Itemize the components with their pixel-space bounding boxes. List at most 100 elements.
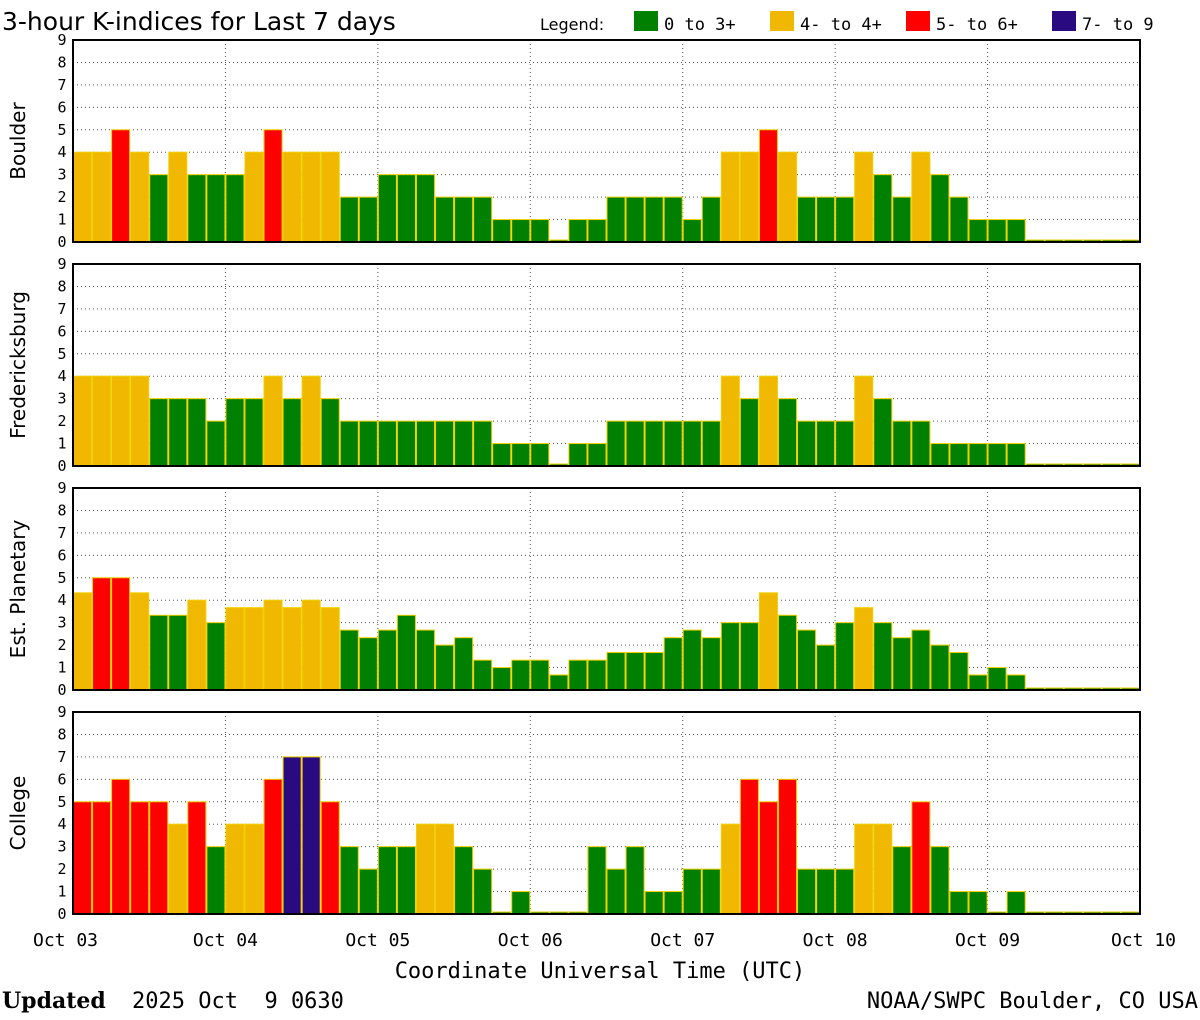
panel-label: Boulder: [6, 102, 30, 180]
bar: [130, 151, 150, 243]
bar: [511, 219, 531, 243]
bar: [1006, 674, 1026, 691]
bar: [987, 219, 1007, 243]
bar: [473, 659, 493, 691]
bar: [358, 420, 378, 467]
bar: [568, 443, 588, 467]
bar: [492, 667, 512, 691]
bar: [777, 151, 798, 243]
bar: [587, 443, 607, 467]
bar: [511, 659, 531, 691]
updated-value: 2025 Oct 9 0630: [132, 989, 344, 1014]
y-tick-label: 6: [57, 546, 66, 564]
bar: [92, 151, 112, 243]
bar: [473, 420, 493, 467]
bar: [130, 375, 150, 467]
bar: [701, 868, 721, 915]
bar: [701, 196, 721, 243]
bar: [415, 823, 436, 915]
bar: [968, 891, 988, 915]
bar: [873, 398, 893, 467]
legend-swatch: [770, 11, 794, 31]
y-tick-label: 9: [57, 31, 66, 49]
bar: [987, 443, 1007, 467]
bar: [168, 151, 188, 243]
bar: [473, 196, 493, 243]
bar: [949, 652, 969, 691]
bar: [263, 375, 283, 467]
bar: [282, 151, 302, 243]
bar: [797, 629, 817, 691]
bar: [206, 622, 226, 691]
y-tick-label: 9: [57, 703, 66, 721]
y-tick-label: 1: [57, 883, 66, 901]
bar: [968, 219, 988, 243]
bar: [777, 778, 798, 915]
bar: [187, 801, 207, 915]
panel-frame: [72, 487, 1141, 691]
bar: [111, 577, 131, 691]
bar: [320, 801, 340, 915]
bar: [949, 443, 969, 467]
bar: [835, 420, 855, 467]
bar: [873, 174, 893, 243]
y-tick-label: 8: [57, 725, 66, 743]
bar: [892, 637, 912, 691]
x-tick-label: Oct 05: [345, 930, 410, 951]
bar: [758, 592, 778, 691]
bar: [377, 629, 397, 691]
bar: [587, 846, 607, 915]
bar: [282, 607, 302, 691]
bar: [244, 823, 264, 915]
bar: [320, 607, 340, 691]
bar: [720, 823, 740, 915]
bar: [244, 398, 264, 467]
bar: [854, 375, 874, 467]
bar: [663, 196, 683, 243]
bar: [568, 659, 588, 691]
bar: [644, 196, 664, 243]
x-tick-label: Oct 04: [193, 930, 258, 951]
bar: [73, 151, 93, 243]
bar: [168, 398, 188, 467]
y-tick-label: 5: [57, 345, 66, 363]
bar: [435, 420, 455, 467]
panel-label: College: [6, 776, 30, 851]
panel-frame: [72, 711, 1141, 915]
bar: [149, 614, 169, 691]
y-tick-label: 6: [57, 770, 66, 788]
y-tick-label: 5: [57, 121, 66, 139]
legend-swatch: [634, 11, 658, 31]
x-tick-label: Oct 08: [803, 930, 868, 951]
bar: [454, 420, 474, 467]
bar: [739, 778, 759, 915]
bar: [701, 637, 721, 691]
bar: [930, 644, 950, 691]
bar: [511, 443, 531, 467]
panel-est-planetary: 0 1 2 3 4 5 6 7 8 9 Est. Planetary: [6, 479, 1141, 699]
bar: [244, 151, 264, 243]
bar: [206, 846, 226, 915]
bar: [396, 846, 416, 915]
legend-label: 0 to 3+: [664, 15, 736, 35]
bar: [816, 420, 836, 467]
y-tick-label: 5: [57, 793, 66, 811]
bar: [377, 420, 397, 467]
bar: [682, 629, 702, 691]
bar: [720, 375, 740, 467]
bar: [1006, 443, 1026, 467]
bar: [225, 398, 245, 467]
bar: [720, 151, 740, 243]
bar: [339, 846, 359, 915]
bar: [625, 420, 645, 467]
bar: [130, 592, 150, 691]
y-tick-label: 7: [57, 524, 66, 542]
bar: [454, 846, 474, 915]
bar: [854, 823, 874, 915]
bar: [187, 398, 207, 467]
legend-label: 5- to 6+: [936, 15, 1018, 35]
bar: [911, 801, 931, 915]
bar: [92, 375, 112, 467]
bar: [835, 868, 855, 915]
y-tick-label: 2: [57, 860, 66, 878]
